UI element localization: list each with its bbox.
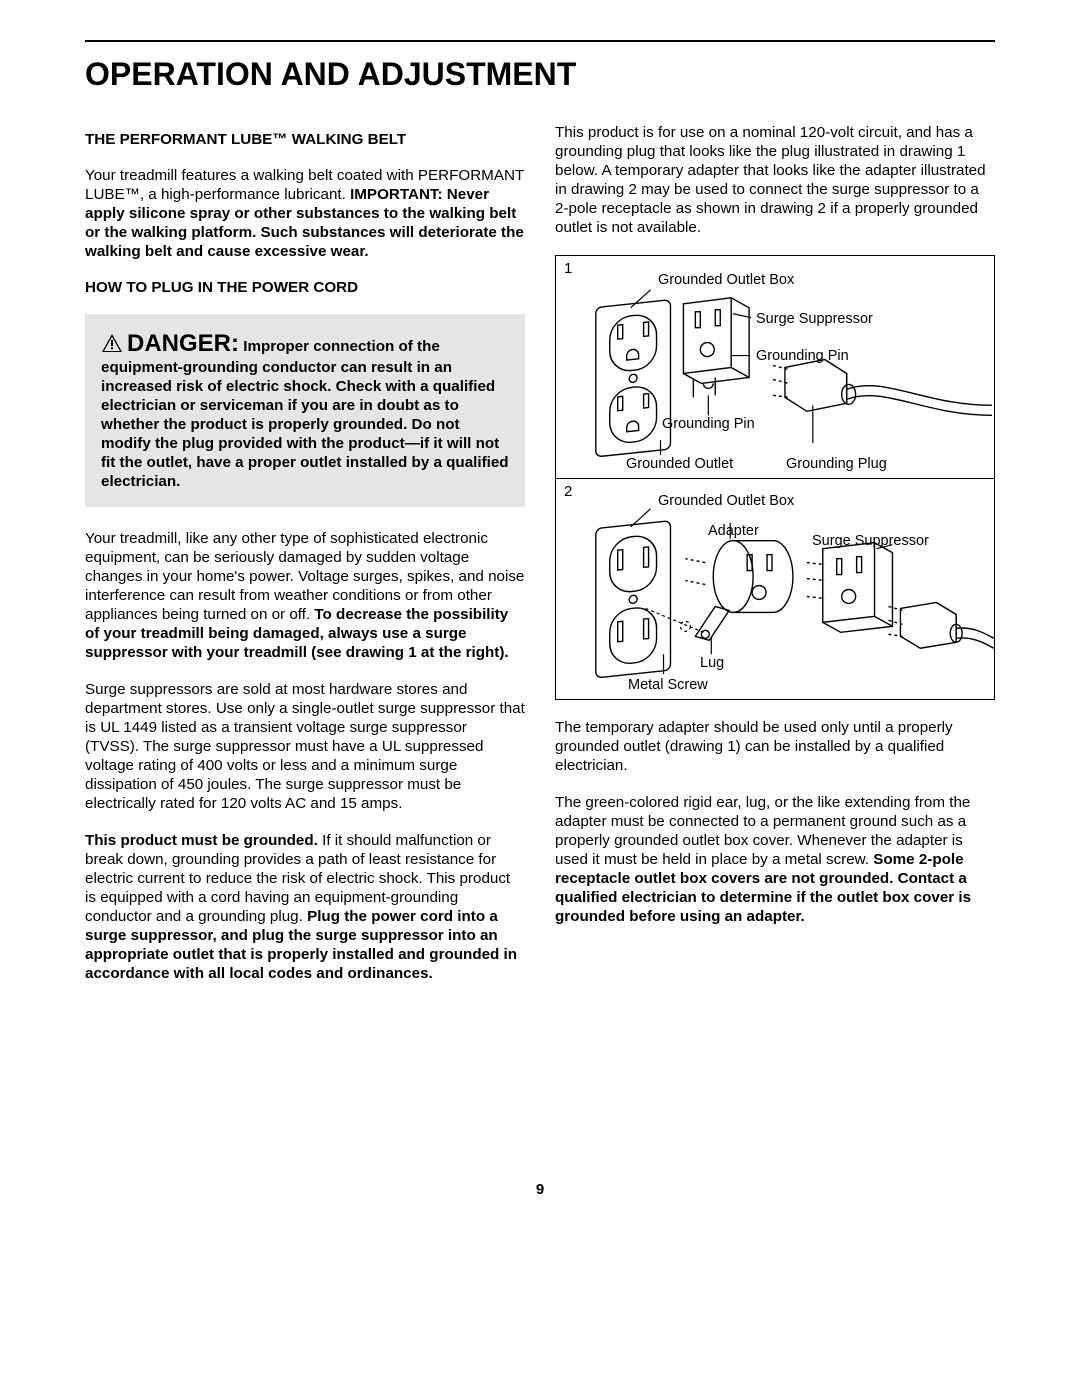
label-grounding-plug: Grounding Plug	[786, 456, 887, 472]
para-surge-specs: Surge suppressors are sold at most hardw…	[85, 680, 525, 813]
drawing-2-svg	[556, 479, 994, 698]
danger-body: of the equipment-grounding conductor can…	[101, 338, 509, 490]
label-grounding-pin-2: Grounding Pin	[662, 416, 755, 432]
manual-page: OPERATION AND ADJUSTMENT THE PERFORMANT …	[0, 0, 1080, 1238]
para-grounding-lead: This product must be grounded.	[85, 832, 318, 849]
page-number: 9	[85, 1181, 995, 1198]
para-temp-adapter: The temporary adapter should be used onl…	[555, 718, 995, 775]
label-metal-screw: Metal Screw	[628, 677, 708, 693]
drawing-1-svg	[556, 256, 994, 478]
figure-box: 1	[555, 255, 995, 700]
para-voltage: Your treadmill, like any other type of s…	[85, 529, 525, 662]
para-grounding: This product must be grounded. If it sho…	[85, 831, 525, 983]
figure-panel-2: 2	[556, 479, 994, 699]
right-column: This product is for use on a nominal 120…	[555, 123, 995, 1001]
subhead-plug: HOW TO PLUG IN THE POWER CORD	[85, 279, 525, 296]
subhead-lube: THE PERFORMANT LUBE™ WALKING BELT	[85, 131, 525, 148]
label-grounded-outlet-box-1: Grounded Outlet Box	[658, 272, 794, 288]
label-lug: Lug	[700, 655, 724, 671]
label-surge-suppressor-2: Surge Suppressor	[812, 533, 929, 549]
danger-lead: Improper connection	[239, 338, 394, 355]
page-title: OPERATION AND ADJUSTMENT	[85, 56, 995, 93]
danger-word: DANGER:	[127, 330, 239, 357]
warning-icon	[101, 333, 123, 358]
left-column: THE PERFORMANT LUBE™ WALKING BELT Your t…	[85, 123, 525, 1001]
para-circuit: This product is for use on a nominal 120…	[555, 123, 995, 237]
label-grounded-outlet: Grounded Outlet	[626, 456, 733, 472]
label-grounding-pin-1: Grounding Pin	[756, 348, 849, 364]
para-lube: Your treadmill features a walking belt c…	[85, 166, 525, 261]
danger-box: DANGER: Improper connection of the equip…	[85, 314, 525, 507]
figure-panel-1: 1	[556, 256, 994, 479]
top-rule	[85, 40, 995, 42]
label-surge-suppressor-1: Surge Suppressor	[756, 311, 873, 327]
para-green-lug: The green-colored rigid ear, lug, or the…	[555, 793, 995, 926]
label-adapter: Adapter	[708, 523, 759, 539]
label-grounded-outlet-box-2: Grounded Outlet Box	[658, 493, 794, 509]
two-column-layout: THE PERFORMANT LUBE™ WALKING BELT Your t…	[85, 123, 995, 1001]
